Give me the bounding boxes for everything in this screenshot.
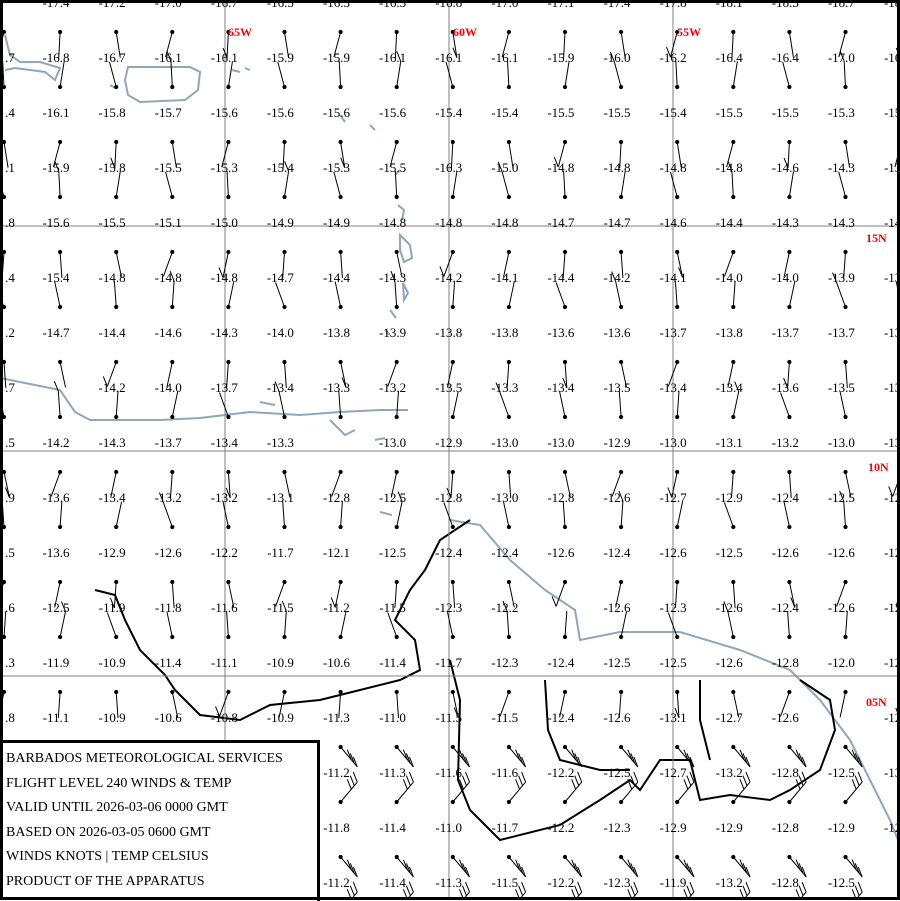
map-frame (0, 0, 900, 900)
